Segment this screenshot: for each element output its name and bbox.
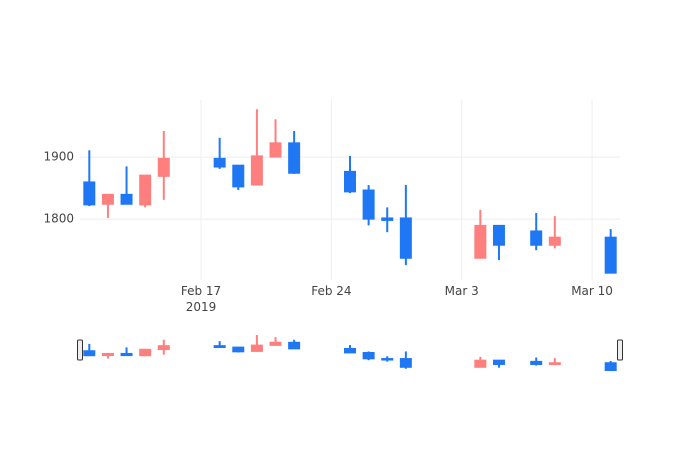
candle-body xyxy=(344,347,356,354)
x-tick-label: Mar 3 xyxy=(444,284,479,298)
candle-body xyxy=(548,236,561,246)
candle-body xyxy=(232,346,245,353)
candle-body xyxy=(530,360,543,365)
candle-body xyxy=(83,350,96,357)
candle-body xyxy=(101,193,114,205)
candle-body xyxy=(120,193,133,205)
candle-body xyxy=(604,362,617,372)
candle-body xyxy=(288,142,301,174)
candle-body xyxy=(492,224,505,246)
candle-body xyxy=(213,345,226,349)
candle-body xyxy=(399,217,412,259)
x-tick-label: Feb 24 xyxy=(311,284,352,298)
candle-body xyxy=(269,341,282,346)
candle-body xyxy=(232,164,245,188)
candle-body xyxy=(157,345,170,351)
slider-handle[interactable] xyxy=(617,339,623,361)
slider-handle[interactable] xyxy=(77,339,83,361)
candle-body xyxy=(120,352,133,357)
candle-body xyxy=(548,362,561,365)
candle-body xyxy=(157,157,170,177)
candle-body xyxy=(530,230,543,246)
candle-body xyxy=(269,142,282,158)
candle-body xyxy=(250,155,263,186)
candle-body xyxy=(362,189,375,220)
candle-body xyxy=(381,358,394,361)
candle-body xyxy=(474,224,487,259)
candle-body xyxy=(250,344,263,352)
y-tick-label: 1800 xyxy=(43,212,74,226)
candle-body xyxy=(381,217,394,221)
candle-body xyxy=(604,236,617,274)
x-tick-label: Feb 17 2019 xyxy=(180,284,222,314)
candle-body xyxy=(213,157,226,168)
candle-body xyxy=(362,352,375,360)
range-slider xyxy=(77,335,623,372)
candle-body xyxy=(344,170,356,193)
candle-body xyxy=(139,348,152,357)
x-tick-label: Mar 10 xyxy=(571,284,613,298)
candle-body xyxy=(83,181,96,206)
candle-body xyxy=(288,341,301,350)
candle-body xyxy=(492,359,505,365)
y-tick-label: 1900 xyxy=(43,150,74,164)
candle-body xyxy=(101,352,114,357)
candle-body xyxy=(139,174,152,206)
candle-body xyxy=(399,358,412,368)
candle-body xyxy=(474,359,487,368)
